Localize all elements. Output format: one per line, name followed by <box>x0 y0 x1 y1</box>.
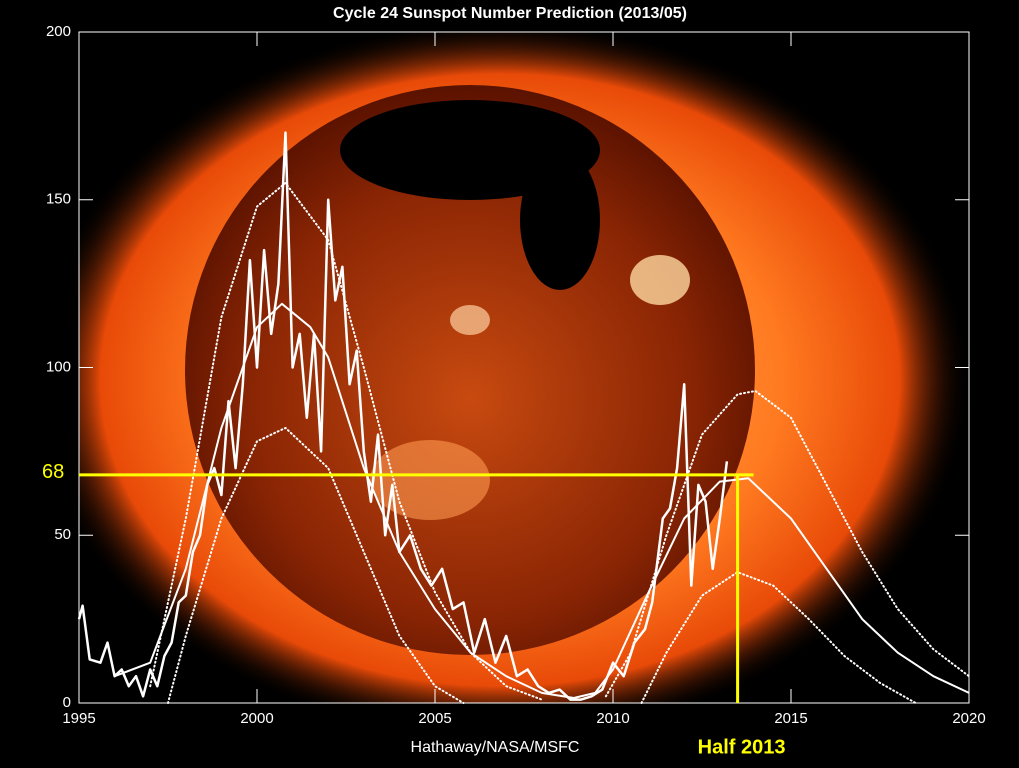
credit: Hathaway/NASA/MSFC <box>411 739 580 756</box>
y-tick-label: 100 <box>46 358 71 375</box>
x-tick-label: 2000 <box>240 710 273 727</box>
x-tick-label: 2010 <box>596 710 629 727</box>
chart-title: Cycle 24 Sunspot Number Prediction (2013… <box>333 5 687 22</box>
y-tick-label: 0 <box>63 694 71 711</box>
x-tick-label: 2015 <box>774 710 807 727</box>
reference-label: Half 2013 <box>698 736 786 758</box>
series-line <box>77 131 729 701</box>
y-tick-label: 50 <box>54 526 71 543</box>
y-tick-label: 150 <box>46 191 71 208</box>
x-tick-label: 1995 <box>62 710 95 727</box>
sun-image <box>79 32 969 703</box>
y-tick-label: 200 <box>46 23 71 40</box>
series-line <box>114 302 970 699</box>
x-tick-label: 2020 <box>952 710 985 727</box>
reference-label: 68 <box>42 461 64 483</box>
x-tick-label: 2005 <box>418 710 451 727</box>
series-line <box>167 426 917 704</box>
series-line <box>149 182 970 701</box>
